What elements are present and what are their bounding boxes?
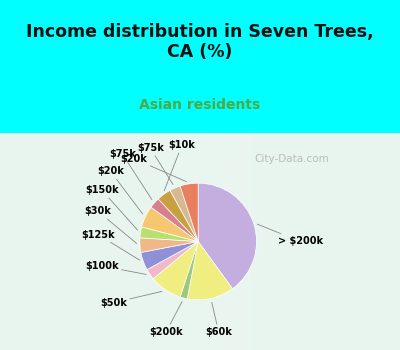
Wedge shape — [142, 207, 198, 241]
Text: $20k: $20k — [97, 167, 143, 214]
Bar — [310, 133, 340, 350]
Bar — [340, 133, 370, 350]
Text: $75k: $75k — [109, 149, 152, 200]
Text: $75k: $75k — [137, 143, 173, 184]
Text: $100k: $100k — [85, 261, 146, 274]
Text: $200k: $200k — [149, 302, 183, 337]
Wedge shape — [141, 241, 198, 270]
Bar — [190, 133, 220, 350]
Bar — [220, 133, 250, 350]
Wedge shape — [180, 241, 198, 299]
Bar — [160, 133, 190, 350]
Text: $125k: $125k — [81, 230, 140, 260]
Text: $10k: $10k — [164, 140, 195, 191]
Text: $30k: $30k — [84, 206, 137, 244]
Bar — [250, 133, 280, 350]
Text: City-Data.com: City-Data.com — [255, 154, 329, 164]
Wedge shape — [198, 183, 256, 289]
Wedge shape — [170, 186, 198, 242]
Wedge shape — [147, 241, 198, 279]
Bar — [370, 133, 400, 350]
Wedge shape — [187, 241, 232, 300]
Wedge shape — [153, 241, 198, 297]
Wedge shape — [140, 227, 198, 241]
Wedge shape — [151, 199, 198, 241]
Text: $60k: $60k — [205, 302, 232, 337]
Wedge shape — [180, 183, 198, 242]
Wedge shape — [140, 238, 198, 252]
Bar — [280, 133, 310, 350]
Text: $20k: $20k — [120, 154, 186, 182]
Bar — [0, 133, 400, 350]
Wedge shape — [158, 190, 198, 241]
Text: > $200k: > $200k — [257, 224, 323, 246]
Text: Income distribution in Seven Trees,
CA (%): Income distribution in Seven Trees, CA (… — [26, 23, 374, 61]
Text: $150k: $150k — [85, 185, 138, 230]
Text: $50k: $50k — [100, 291, 162, 308]
Text: Asian residents: Asian residents — [139, 98, 261, 112]
